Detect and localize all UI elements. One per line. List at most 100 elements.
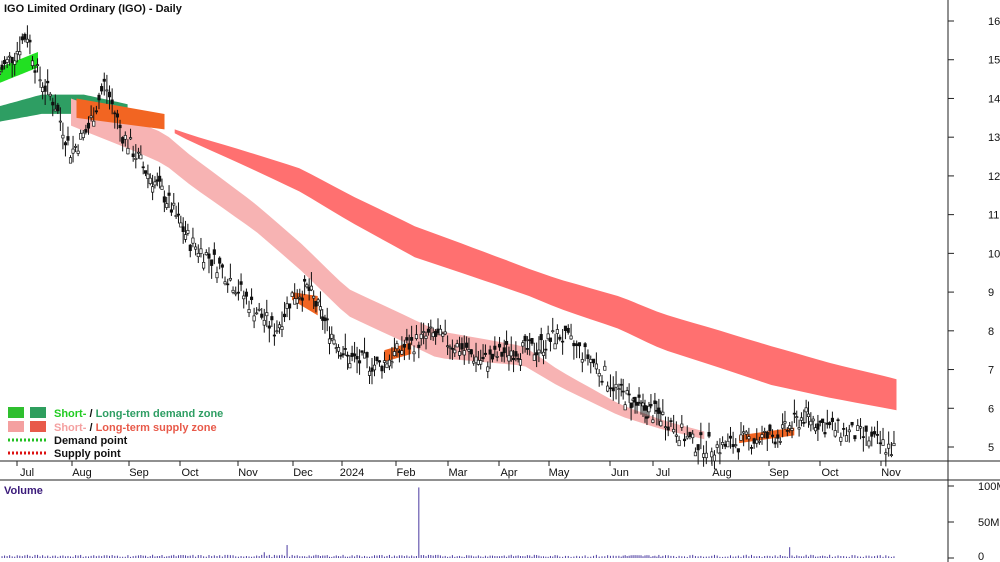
- candle-body: [239, 281, 243, 285]
- candle-body: [346, 354, 350, 357]
- candle-body: [102, 78, 106, 82]
- candle-body: [455, 343, 459, 348]
- candle-body: [61, 134, 65, 139]
- candle-body: [892, 443, 896, 447]
- candle-body: [165, 203, 169, 208]
- x-tick-label: Nov: [881, 467, 901, 479]
- candle-body: [293, 298, 297, 305]
- candle-body: [861, 436, 865, 438]
- candle-body: [486, 366, 490, 372]
- volume-axis: 0 50M 100M: [948, 481, 1000, 562]
- candle-body: [795, 416, 799, 418]
- candle-body: [100, 86, 104, 92]
- candle-body: [715, 444, 719, 448]
- candle-body: [277, 324, 282, 329]
- candle-body: [441, 333, 445, 337]
- x-tick-label: Oct: [181, 467, 198, 479]
- candle-body: [10, 56, 14, 64]
- candle-body: [107, 91, 112, 98]
- candle-body: [523, 335, 527, 342]
- candle-body: [597, 373, 601, 377]
- candle-body: [183, 234, 188, 240]
- candle-body: [728, 435, 733, 439]
- candle-body: [272, 334, 276, 337]
- candle-body: [448, 346, 452, 349]
- candle-body: [804, 407, 808, 413]
- candle-body: [244, 291, 248, 297]
- y-tick-label: 10: [988, 248, 1000, 260]
- candles-layer: [0, 25, 896, 470]
- candle-body: [479, 360, 483, 365]
- candle-body: [196, 253, 200, 258]
- candle-body: [228, 278, 232, 281]
- candle-body: [493, 345, 497, 350]
- candle-body: [884, 452, 888, 455]
- candle-body: [760, 434, 764, 438]
- candle-body: [577, 342, 582, 347]
- candle-body: [647, 405, 651, 413]
- candle-body: [260, 313, 264, 318]
- candle-body: [739, 434, 743, 441]
- candle-body: [776, 434, 780, 439]
- candle-body: [172, 202, 176, 206]
- candle-body: [462, 350, 466, 356]
- candle-body: [763, 431, 767, 433]
- candle-body: [255, 312, 259, 315]
- candle-body: [778, 441, 782, 443]
- candle-body: [262, 319, 266, 326]
- candle-body: [881, 439, 885, 446]
- candle-body: [204, 252, 208, 256]
- candle-body: [48, 93, 52, 97]
- candle-body: [682, 438, 687, 442]
- zone-band: [0, 52, 38, 83]
- candle-body: [267, 325, 271, 329]
- candle-body: [833, 430, 837, 437]
- candle-body: [878, 442, 882, 445]
- candle-body: [563, 325, 567, 331]
- candle-body: [115, 113, 119, 118]
- candle-body: [113, 112, 117, 115]
- legend-short-supply-swatch: [8, 421, 24, 432]
- candle-body: [15, 50, 19, 55]
- candle-body: [257, 308, 261, 311]
- y-tick-label: 8: [988, 326, 994, 338]
- candle-body: [410, 337, 414, 341]
- candle-body: [275, 330, 279, 333]
- candle-body: [23, 33, 27, 40]
- candle-body: [572, 342, 576, 347]
- candle-body: [666, 426, 670, 431]
- x-tick-label: 2024: [340, 467, 364, 479]
- candle-body: [691, 433, 695, 439]
- candle-body: [856, 425, 860, 431]
- candle-body: [858, 426, 863, 429]
- candle-body: [126, 147, 130, 155]
- candle-body: [535, 352, 539, 356]
- candle-body: [674, 434, 678, 437]
- candle-body: [265, 312, 269, 317]
- candle-body: [402, 343, 406, 348]
- candle-body: [118, 124, 122, 129]
- candle-body: [453, 349, 457, 354]
- candle-body: [143, 170, 148, 174]
- candle-body: [731, 444, 735, 448]
- candle-body: [641, 402, 645, 407]
- candle-body: [635, 401, 639, 406]
- candle-body: [723, 444, 727, 447]
- candle-body: [169, 209, 173, 213]
- candle-body: [199, 248, 203, 254]
- candle-body: [84, 129, 88, 133]
- candle-body: [870, 431, 874, 437]
- candle-body: [290, 292, 294, 297]
- candle-body: [792, 412, 796, 415]
- candle-body: [887, 443, 891, 449]
- candle-body: [629, 402, 633, 409]
- x-tick-label: Aug: [72, 467, 92, 479]
- y-axis: 5 6 7 8 9 10 11 12 13 14 15 16: [948, 16, 1000, 454]
- candle-body: [617, 388, 621, 390]
- candle-body: [502, 347, 506, 354]
- candle-body: [167, 192, 171, 196]
- candle-body: [325, 318, 329, 321]
- candle-body: [121, 137, 125, 144]
- candle-body: [305, 284, 309, 288]
- candle-body: [752, 438, 756, 444]
